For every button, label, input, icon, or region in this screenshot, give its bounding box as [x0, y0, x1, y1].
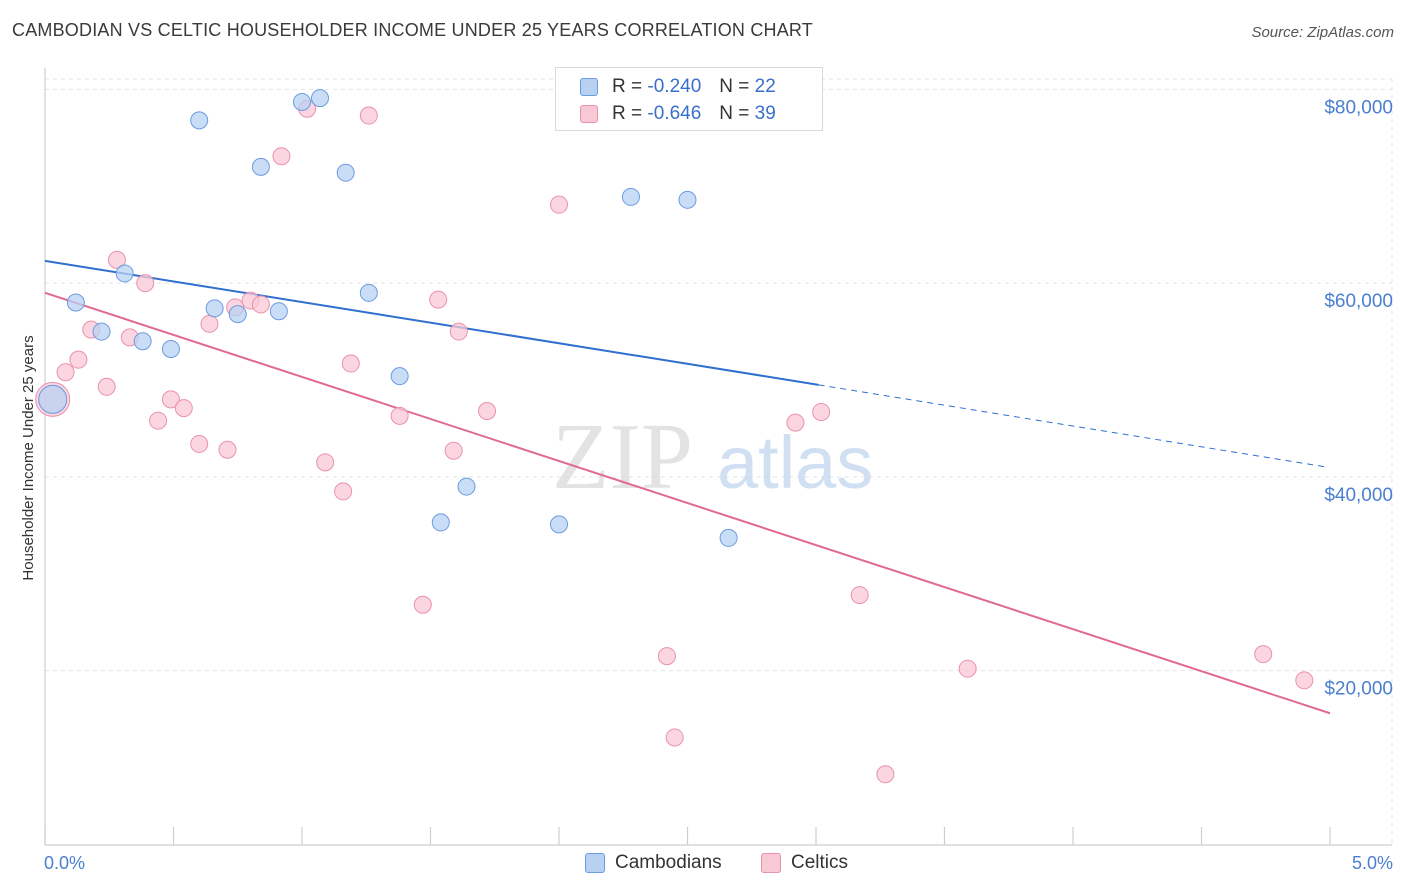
cambodians-point: [678, 190, 697, 209]
legend-label-cambodians: Cambodians: [615, 852, 722, 873]
cambodians-point: [431, 513, 450, 532]
celtics-point: [251, 295, 270, 314]
cambodians-point: [390, 367, 409, 386]
celtics-point: [850, 586, 869, 605]
cambodians-point: [621, 187, 640, 206]
cambodians-swatch-icon: [580, 78, 598, 96]
cambodians-point: [359, 283, 378, 302]
legend-n-value: 22: [754, 76, 776, 97]
legend-item-cambodians[interactable]: Cambodians: [585, 852, 722, 874]
celtics-point: [97, 377, 116, 396]
celtics-point: [665, 728, 684, 747]
y-tick-label: $60,000: [1324, 291, 1393, 312]
celtics-point: [341, 354, 360, 373]
celtics-point: [413, 595, 432, 614]
points-layer: [35, 89, 1314, 784]
celtics-point: [218, 440, 237, 459]
cambodians-point: [92, 322, 111, 341]
cambodians-point: [293, 92, 311, 111]
celtics-point: [174, 399, 193, 418]
celtics-point: [136, 274, 155, 293]
celtics-legend-icon: [761, 853, 781, 873]
cambodians-point: [336, 163, 355, 182]
x-tick-label-min: 0.0%: [44, 853, 85, 873]
celtics-point: [334, 482, 353, 501]
axis-layer: [44, 68, 1392, 846]
cambodians-point: [161, 340, 180, 358]
y-tick-label: $40,000: [1324, 485, 1393, 506]
celtics-point: [876, 765, 895, 784]
cambodians-point: [228, 305, 247, 324]
cambodians-point: [190, 111, 209, 130]
celtics-point: [359, 106, 378, 125]
watermark-atlas: atlas: [717, 421, 873, 504]
legend-row-celtics: R = -0.646 N = 39: [580, 101, 776, 127]
celtics-point: [316, 453, 335, 472]
y-tick-label: $80,000: [1324, 97, 1393, 118]
legend-n-label: N =: [719, 103, 750, 124]
cambodians-point: [310, 89, 329, 108]
correlation-legend: R = -0.240 N = 22 R = -0.646 N = 39: [555, 67, 823, 131]
celtics-point: [1295, 671, 1314, 690]
chart-title: CAMBODIAN VS CELTIC HOUSEHOLDER INCOME U…: [12, 20, 814, 40]
watermark-zip: ZIP: [552, 405, 693, 509]
cambodians-point: [133, 332, 152, 351]
cambodians-point: [66, 293, 85, 312]
y-tick-label: $20,000: [1324, 679, 1393, 700]
cambodians-point: [719, 528, 738, 547]
legend-r-label: R =: [612, 103, 643, 124]
cambodians-point: [251, 157, 270, 176]
cambodians-point: [457, 477, 476, 496]
legend-n-label: N =: [719, 76, 750, 97]
cambodians-trend-line: [44, 259, 819, 386]
celtics-point: [272, 147, 291, 166]
celtics-point: [429, 290, 448, 309]
x-tick-label-max: 5.0%: [1352, 853, 1393, 873]
y-axis-label: Householder Income Under 25 years: [20, 335, 37, 580]
labels-layer: $20,000 $40,000 $60,000 $80,000 0.0% 5.0%: [44, 97, 1393, 873]
legend-n-value: 39: [754, 103, 776, 124]
celtics-point: [200, 314, 219, 333]
celtics-point: [812, 402, 831, 421]
legend-r-value: -0.646: [647, 103, 702, 124]
celtics-point: [390, 406, 409, 425]
series-legend: Cambodians Celtics: [0, 852, 1406, 878]
cambodians-point: [550, 515, 568, 534]
celtics-point: [107, 250, 126, 269]
celtics-point: [478, 402, 497, 420]
cambodians-point: [38, 384, 68, 414]
legend-r-value: -0.240: [647, 76, 702, 97]
celtics-trend-line: [44, 291, 1331, 715]
celtics-point: [550, 195, 568, 214]
celtics-point: [958, 659, 977, 678]
cambodians-point: [205, 299, 224, 318]
celtics-point: [1254, 645, 1273, 664]
celtics-point: [786, 413, 805, 432]
cambodians-legend-icon: [585, 853, 605, 873]
celtics-point: [449, 322, 468, 341]
source-label: Source: ZipAtlas.com: [1251, 24, 1394, 41]
celtics-point: [69, 350, 88, 369]
legend-item-celtics[interactable]: Celtics: [761, 852, 848, 874]
cambodians-point: [269, 302, 288, 321]
legend-r-label: R =: [612, 76, 643, 97]
celtics-point: [149, 411, 168, 430]
trend-layer: [44, 259, 1331, 715]
celtics-point: [444, 441, 463, 460]
celtics-point: [190, 434, 209, 453]
celtics-swatch-icon: [580, 105, 598, 123]
legend-row-cambodians: R = -0.240 N = 22: [580, 74, 776, 100]
celtics-point: [657, 647, 676, 666]
legend-label-celtics: Celtics: [791, 852, 849, 873]
cambodians-trend-extension: [818, 384, 1328, 468]
celtics-point: [161, 390, 180, 409]
celtics-point: [56, 363, 75, 382]
cambodians-point: [115, 264, 134, 283]
